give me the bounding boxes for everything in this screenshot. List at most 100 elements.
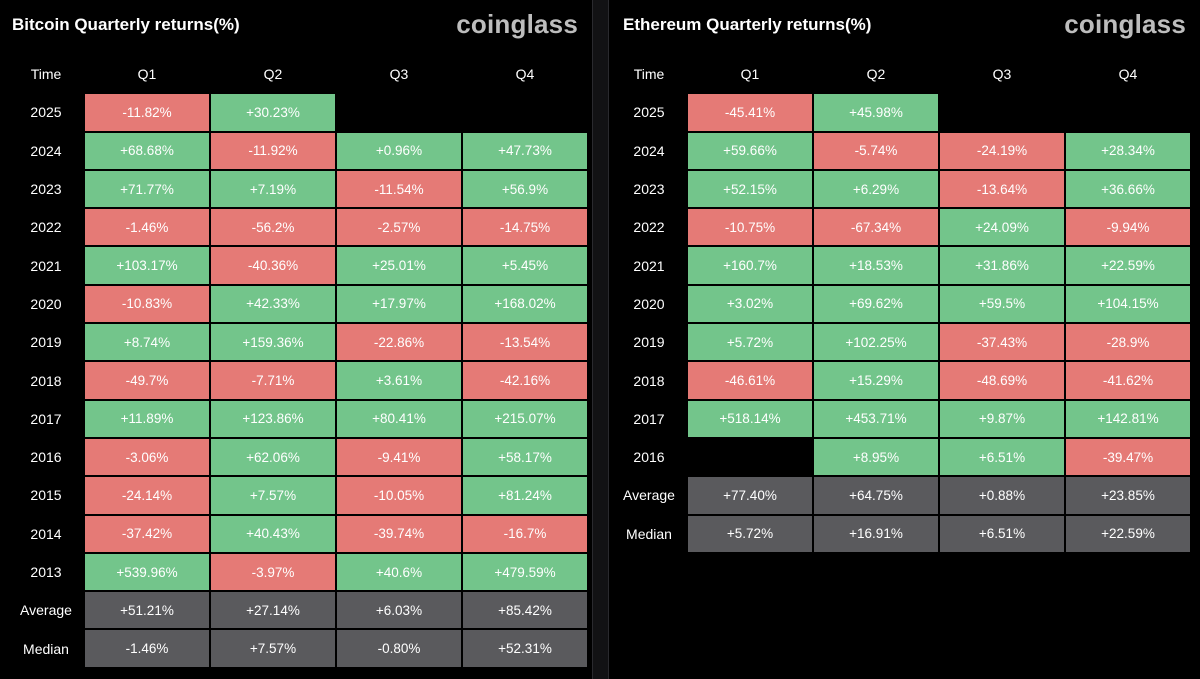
year-label: 2015 [8,476,84,515]
return-cell: +159.36% [210,323,336,362]
year-label: 2017 [8,399,84,438]
year-label: 2020 [611,284,687,324]
return-cell: +168.02% [462,284,588,324]
summary-cell: +52.31% [462,629,588,668]
return-cell: +102.25% [813,323,939,362]
return-cell: +15.29% [813,361,939,400]
return-cell: +59.66% [687,131,813,170]
return-cell: -45.41% [687,93,813,132]
summary-cell: +23.85% [1065,476,1191,515]
return-cell: +81.24% [462,476,588,515]
return-cell: -56.2% [210,208,336,247]
year-label: 2025 [8,93,84,132]
return-cell: +31.86% [939,246,1065,285]
return-cell: -28.9% [1065,323,1191,362]
summary-cell: +27.14% [210,591,336,630]
year-label: 2018 [8,361,84,400]
quarter-header: Q4 [462,55,588,94]
summary-cell: +22.59% [1065,514,1191,553]
empty-cell [462,93,588,132]
coinglass-logo: coinglass [1064,9,1186,39]
return-cell: +142.81% [1065,399,1191,438]
return-cell: +453.71% [813,399,939,438]
summary-cell: +6.03% [336,591,462,630]
return-cell: -7.71% [210,361,336,400]
empty-cell [1065,93,1191,132]
return-cell: +30.23% [210,93,336,132]
summary-label: Median [611,514,687,553]
return-cell: +9.87% [939,399,1065,438]
quarter-header: Q1 [84,55,210,94]
return-cell: -41.62% [1065,361,1191,400]
summary-cell: +6.51% [939,514,1065,553]
year-label: 2021 [611,246,687,285]
return-cell: -16.7% [462,514,588,553]
return-cell: +479.59% [462,552,588,592]
return-cell: +7.57% [210,476,336,515]
return-cell: -9.41% [336,437,462,477]
return-cell: +68.68% [84,131,210,170]
return-cell: +71.77% [84,169,210,209]
return-cell: +25.01% [336,246,462,285]
return-cell: -39.47% [1065,437,1191,477]
summary-cell: -0.80% [336,629,462,668]
return-cell: +56.9% [462,169,588,209]
return-cell: +3.02% [687,284,813,324]
summary-cell: +0.88% [939,476,1065,515]
time-column-header: Time [8,55,84,94]
return-cell: +518.14% [687,399,813,438]
year-label: 2019 [8,323,84,362]
bitcoin-panel: Bitcoin Quarterly returns(%) coinglass T… [0,0,592,679]
return-cell: +45.98% [813,93,939,132]
return-cell: +539.96% [84,552,210,592]
quarter-header: Q2 [210,55,336,94]
return-cell: -5.74% [813,131,939,170]
return-cell: -10.05% [336,476,462,515]
return-cell: -10.83% [84,284,210,324]
return-cell: -13.54% [462,323,588,362]
summary-cell: +64.75% [813,476,939,515]
return-cell: +123.86% [210,399,336,438]
year-label: 2018 [611,361,687,400]
ethereum-panel: Ethereum Quarterly returns(%) coinglass … [609,0,1200,679]
return-cell: -46.61% [687,361,813,400]
year-label: 2023 [611,169,687,209]
year-label: 2020 [8,284,84,324]
return-cell: -11.92% [210,131,336,170]
year-label: 2022 [8,208,84,247]
return-cell: +47.73% [462,131,588,170]
summary-label: Median [8,629,84,668]
summary-cell: +16.91% [813,514,939,553]
return-cell: +104.15% [1065,284,1191,324]
return-cell: +24.09% [939,208,1065,247]
return-cell: +59.5% [939,284,1065,324]
return-cell: +7.19% [210,169,336,209]
return-cell: +3.61% [336,361,462,400]
year-label: 2021 [8,246,84,285]
return-cell: -14.75% [462,208,588,247]
year-label: 2025 [611,93,687,132]
year-label: 2017 [611,399,687,438]
year-label: 2023 [8,169,84,209]
quarter-header: Q3 [336,55,462,94]
summary-cell: +51.21% [84,591,210,630]
return-cell: +69.62% [813,284,939,324]
summary-label: Average [611,476,687,515]
return-cell: +80.41% [336,399,462,438]
return-cell: -11.54% [336,169,462,209]
year-label: 2019 [611,323,687,362]
empty-cell [336,93,462,132]
return-cell: +42.33% [210,284,336,324]
return-cell: +5.72% [687,323,813,362]
return-cell: +6.29% [813,169,939,209]
return-cell: -22.86% [336,323,462,362]
return-cell: -1.46% [84,208,210,247]
return-cell: +40.43% [210,514,336,553]
return-cell: -37.42% [84,514,210,553]
year-label: 2016 [8,437,84,477]
return-cell: +8.74% [84,323,210,362]
return-cell: -49.7% [84,361,210,400]
summary-cell: -1.46% [84,629,210,668]
return-cell: +17.97% [336,284,462,324]
quarter-header: Q1 [687,55,813,94]
